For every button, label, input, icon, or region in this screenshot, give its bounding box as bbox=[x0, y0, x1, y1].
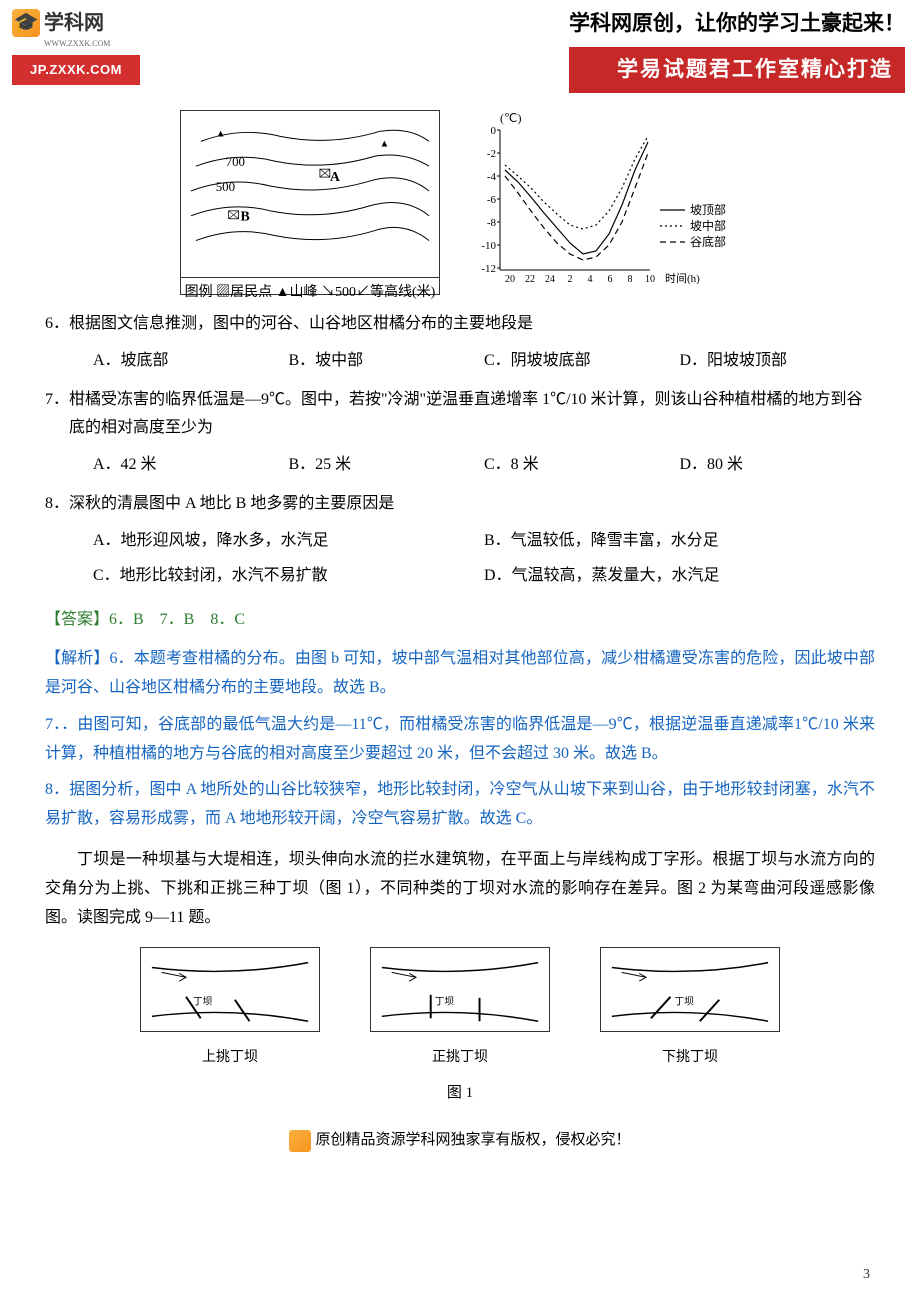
label-B: B bbox=[241, 210, 250, 225]
temperature-chart-svg: (℃) 0 -2 -4 -6 -8 -10 -12 bbox=[470, 110, 740, 295]
q7-options: A．42 米 B．25 米 C．8 米 D．80 米 bbox=[45, 451, 875, 480]
svg-text:-12: -12 bbox=[481, 263, 496, 275]
svg-text:丁坝: 丁坝 bbox=[193, 996, 213, 1008]
q8-options: A．地形迎风坡，降水多，水汽足 B．气温较低，降雪丰富，水分足 C．地形比较封闭… bbox=[45, 527, 875, 597]
logo-url: WWW.ZXXK.COM bbox=[44, 37, 140, 51]
q7-opt-d: D．80 米 bbox=[680, 451, 876, 480]
dam-figures: 丁坝 上挑丁坝 丁坝 正挑丁坝 丁坝 下挑 bbox=[45, 947, 875, 1070]
dam-paragraph: 丁坝是一种坝基与大堤相连，坝头伸向水流的拦水建筑物，在平面上与岸线构成丁字形。根… bbox=[45, 846, 875, 932]
svg-text:8: 8 bbox=[628, 274, 633, 285]
x-ticks: 20 22 24 2 4 6 8 10 bbox=[505, 274, 655, 285]
svg-text:坡中部: 坡中部 bbox=[690, 218, 726, 233]
analysis-6: 【解析】6．本题考查柑橘的分布。由图 b 可知，坡中部气温相对其他部位高，减少柑… bbox=[45, 645, 875, 703]
svg-text:24: 24 bbox=[545, 274, 555, 285]
analysis-7: 7．．由图可知，谷底部的最低气温大约是—11℃，而柑橘受冻害的临界低温是—9℃，… bbox=[45, 711, 875, 769]
svg-text:2: 2 bbox=[568, 274, 573, 285]
peak-2: ▲ bbox=[216, 128, 226, 139]
answer-block: 【答案】6．B 7．B 8．C bbox=[45, 606, 875, 635]
contour-map-svg: 700 500 A B ▲ ▲ bbox=[181, 111, 439, 266]
slogan-text: 学科网原创，让你的学习土豪起来！ bbox=[569, 5, 905, 43]
q8-opt-b: B．气温较低，降雪丰富，水分足 bbox=[484, 527, 875, 556]
q6-opt-b: B．坡中部 bbox=[289, 347, 485, 376]
dam-up-label: 上挑丁坝 bbox=[140, 1045, 320, 1070]
chart-figure: (℃) 0 -2 -4 -6 -8 -10 -12 bbox=[470, 110, 740, 295]
svg-text:4: 4 bbox=[588, 274, 593, 285]
svg-text:10: 10 bbox=[645, 274, 655, 285]
svg-text:丁坝: 丁坝 bbox=[674, 996, 694, 1008]
contour-700: 700 bbox=[226, 155, 245, 169]
dam-up-svg: 丁坝 bbox=[140, 947, 320, 1032]
header-right: 学科网原创，让你的学习土豪起来！ 学易试题君工作室精心打造 bbox=[569, 5, 905, 93]
footer: 原创精品资源学科网独家享有版权，侵权必究！ bbox=[45, 1127, 875, 1162]
svg-text:-6: -6 bbox=[487, 194, 497, 206]
q7-opt-a: A．42 米 bbox=[93, 451, 289, 480]
dam-straight: 丁坝 正挑丁坝 bbox=[370, 947, 550, 1070]
peak-1: ▲ bbox=[379, 138, 389, 149]
svg-text:-10: -10 bbox=[481, 240, 496, 252]
q6-options: A．坡底部 B．坡中部 C．阴坡坡底部 D．阳坡坡顶部 bbox=[45, 347, 875, 376]
logo-block: 🎓 学科网 WWW.ZXXK.COM JP.ZXXK.COM bbox=[12, 5, 140, 80]
chart-xlabel: 时间(h) bbox=[665, 272, 700, 285]
logo-icon: 🎓 bbox=[12, 9, 40, 37]
question-8: 8．深秋的清晨图中 A 地比 B 地多雾的主要原因是 bbox=[45, 490, 875, 519]
dam-down-svg: 丁坝 bbox=[600, 947, 780, 1032]
page-number: 3 bbox=[863, 1262, 870, 1287]
label-A: A bbox=[330, 170, 340, 185]
svg-text:丁坝: 丁坝 bbox=[435, 996, 455, 1008]
q8-opt-d: D．气温较高，蒸发量大，水汽足 bbox=[484, 562, 875, 591]
page-header: 🎓 学科网 WWW.ZXXK.COM JP.ZXXK.COM 学科网原创，让你的… bbox=[0, 0, 920, 85]
q6-opt-c: C．阴坡坡底部 bbox=[484, 347, 680, 376]
footer-icon bbox=[289, 1130, 311, 1152]
q6-opt-a: A．坡底部 bbox=[93, 347, 289, 376]
svg-text:6: 6 bbox=[608, 274, 613, 285]
map-caption: 图例 ▨居民点 ▲山峰 ↘500↙等高线(米) bbox=[181, 277, 439, 307]
map-figure: 700 500 A B ▲ ▲ 图例 ▨居民点 ▲山峰 ↘500↙等高线(米) bbox=[180, 110, 440, 295]
analysis-8: 8．据图分析，图中 A 地所处的山谷比较狭窄，地形比较封闭，冷空气从山坡下来到山… bbox=[45, 776, 875, 834]
figure-1-label: 图 1 bbox=[45, 1080, 875, 1107]
svg-text:0: 0 bbox=[491, 125, 497, 137]
q8-opt-a: A．地形迎风坡，降水多，水汽足 bbox=[93, 527, 484, 556]
logo-text-cn: 学科网 bbox=[44, 5, 104, 41]
q7-opt-c: C．8 米 bbox=[484, 451, 680, 480]
svg-text:坡顶部: 坡顶部 bbox=[690, 202, 726, 217]
dam-up: 丁坝 上挑丁坝 bbox=[140, 947, 320, 1070]
svg-text:-8: -8 bbox=[487, 217, 497, 229]
logo-top: 🎓 学科网 bbox=[12, 5, 140, 41]
red-banner: 学易试题君工作室精心打造 bbox=[569, 47, 905, 93]
question-6: 6．根据图文信息推测，图中的河谷、山谷地区柑橘分布的主要地段是 bbox=[45, 310, 875, 339]
figure-row: 700 500 A B ▲ ▲ 图例 ▨居民点 ▲山峰 ↘500↙等高线(米) … bbox=[45, 110, 875, 295]
dam-straight-svg: 丁坝 bbox=[370, 947, 550, 1032]
svg-text:谷底部: 谷底部 bbox=[690, 234, 726, 249]
line-top bbox=[505, 142, 648, 254]
footer-text: 原创精品资源学科网独家享有版权，侵权必究！ bbox=[289, 1127, 630, 1154]
line-bottom bbox=[505, 153, 648, 260]
logo-banner: JP.ZXXK.COM bbox=[12, 55, 140, 84]
dam-down: 丁坝 下挑丁坝 bbox=[600, 947, 780, 1070]
chart-ylabel: (℃) bbox=[500, 111, 521, 125]
dam-straight-label: 正挑丁坝 bbox=[370, 1045, 550, 1070]
svg-text:20: 20 bbox=[505, 274, 515, 285]
svg-text:-2: -2 bbox=[487, 148, 496, 160]
q6-opt-d: D．阳坡坡顶部 bbox=[680, 347, 876, 376]
dam-down-label: 下挑丁坝 bbox=[600, 1045, 780, 1070]
question-7: 7．柑橘受冻害的临界低温是—9℃。图中，若按"冷湖"逆温垂直递增率 1℃/10 … bbox=[45, 386, 875, 444]
q8-opt-c: C．地形比较封闭，水汽不易扩散 bbox=[93, 562, 484, 591]
line-middle bbox=[505, 136, 648, 229]
content-area: 700 500 A B ▲ ▲ 图例 ▨居民点 ▲山峰 ↘500↙等高线(米) … bbox=[0, 110, 920, 1163]
svg-text:22: 22 bbox=[525, 274, 535, 285]
y-ticks: 0 -2 -4 -6 -8 -10 -12 bbox=[481, 125, 496, 275]
chart-legend: 坡顶部 坡中部 谷底部 bbox=[660, 202, 726, 249]
contour-500: 500 bbox=[216, 180, 235, 194]
q7-opt-b: B．25 米 bbox=[289, 451, 485, 480]
svg-text:-4: -4 bbox=[487, 171, 497, 183]
footer-copyright: 原创精品资源学科网独家享有版权，侵权必究！ bbox=[315, 1127, 630, 1154]
